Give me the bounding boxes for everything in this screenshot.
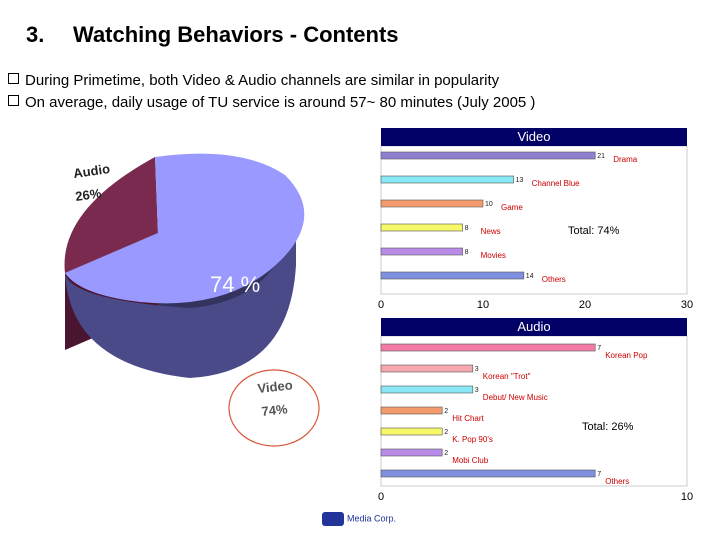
bar-value-label: 2: [444, 408, 448, 415]
bullet-box-icon: [8, 95, 19, 106]
total-annotation: Total: 74%: [568, 225, 620, 237]
audio-chart-header: Audio: [381, 318, 687, 336]
logo-text: Media Corp.: [347, 513, 397, 524]
bar: [380, 199, 484, 208]
pie-audio-slice: [64, 157, 158, 273]
bar: [380, 343, 596, 352]
bar: [380, 271, 525, 280]
bar-value-label: 10: [485, 201, 493, 208]
x-tick-label: 10: [681, 491, 693, 503]
pie-audio-label: Audio: [72, 161, 111, 181]
bar-value-label: 8: [465, 225, 469, 232]
title-text: Watching Behaviors - Contents: [73, 22, 399, 47]
bar-value-label: 21: [597, 153, 605, 160]
bullet-text: During Primetime, both Video & Audio cha…: [25, 72, 500, 89]
company-logo: Media Corp.: [322, 512, 396, 526]
bar: [380, 223, 463, 232]
bar-value-label: 3: [475, 387, 479, 394]
category-label: Debut/ New Music: [483, 393, 548, 402]
bar: [380, 448, 443, 457]
category-label: Mobi Club: [452, 456, 489, 465]
bullet-item: During Primetime, both Video & Audio cha…: [8, 70, 535, 92]
section-number: 3.: [26, 22, 45, 47]
bar-value-label: 2: [444, 429, 448, 436]
bar-value-label: 7: [597, 345, 601, 352]
bar: [380, 427, 443, 436]
bar-value-label: 14: [526, 273, 534, 280]
bar: [380, 151, 596, 160]
bar: [380, 247, 463, 256]
plot-area: [380, 146, 688, 295]
video-highlight-circle: [228, 369, 320, 447]
x-tick-label: 10: [477, 299, 489, 311]
x-tick-label: 0: [378, 299, 384, 311]
audio-bar-chart: 7 Korean Pop 3 Korean "Trot" 3 Debut/ New Mus…: [378, 336, 693, 503]
bar: [380, 364, 474, 373]
pie-video-slice: [65, 153, 305, 304]
pie-chart: Audio 26% 74 % Video 74%: [64, 153, 320, 447]
category-label: Others: [542, 275, 566, 284]
total-annotation: Total: 26%: [582, 421, 634, 433]
x-tick-label: 30: [681, 299, 693, 311]
bar-value-label: 7: [597, 471, 601, 478]
category-label: Movies: [481, 251, 506, 260]
bullet-text: On average, daily usage of TU service is…: [25, 94, 536, 111]
pie-video-label: Video: [257, 377, 294, 396]
category-label: Korean Pop: [605, 351, 648, 360]
x-tick-label: 20: [579, 299, 591, 311]
pie-video-pct: 74%: [261, 401, 289, 419]
category-label: Game: [501, 203, 523, 212]
pie-audio-pct: 26%: [74, 185, 102, 204]
video-chart-header: Video: [381, 128, 687, 146]
bar-value-label: 8: [465, 249, 469, 256]
bar: [380, 385, 474, 394]
x-tick-label: 0: [378, 491, 384, 503]
category-label: Korean "Trot": [483, 372, 531, 381]
category-label: Drama: [613, 155, 638, 164]
bar: [380, 469, 596, 478]
bar-value-label: 2: [444, 450, 448, 457]
bullet-box-icon: [8, 73, 19, 84]
category-label: News: [481, 227, 501, 236]
bullet-list: During Primetime, both Video & Audio cha…: [8, 70, 535, 114]
category-label: Others: [605, 477, 629, 486]
bar: [380, 406, 443, 415]
logo-mark-icon: [322, 512, 344, 526]
bar-value-label: 13: [516, 177, 524, 184]
bar: [380, 175, 514, 184]
category-label: K. Pop 90's: [452, 435, 493, 444]
bar-value-label: 3: [475, 366, 479, 373]
video-bar-chart: 21 Drama 13 Channel Blue 10 Game 8 News 8 Movies 1…: [378, 146, 693, 311]
category-label: Hit Chart: [452, 414, 484, 423]
pie-center-pct: 74 %: [210, 272, 260, 297]
pie-video-bottom: [65, 195, 296, 378]
page-title: 3. Watching Behaviors - Contents: [26, 22, 399, 48]
category-label: Channel Blue: [532, 179, 581, 188]
bullet-item: On average, daily usage of TU service is…: [8, 92, 535, 114]
